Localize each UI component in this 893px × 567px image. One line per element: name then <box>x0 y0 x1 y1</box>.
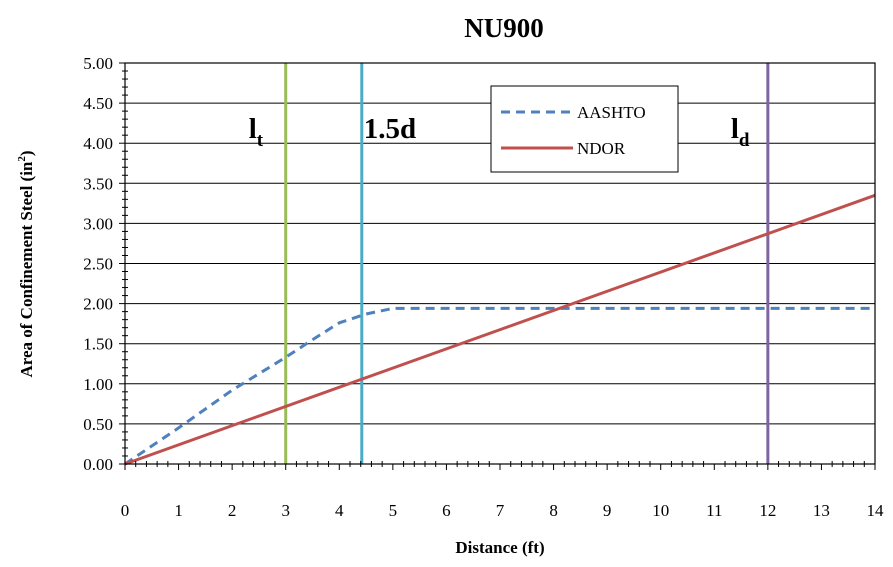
vertical-markers: lt 1.5d ld <box>249 63 770 464</box>
x-tick-label: 5 <box>389 501 398 520</box>
legend-label-aashto: AASHTO <box>577 103 646 122</box>
y-tick-label: 4.50 <box>83 94 113 113</box>
series-lines <box>124 193 876 466</box>
x-tick-label: 2 <box>228 501 237 520</box>
y-axis-title: Area of Confinement Steel (in2) <box>16 150 36 377</box>
y-tick-label: 0.50 <box>83 415 113 434</box>
chart-title: NU900 <box>464 13 544 43</box>
marker-label-main: l <box>249 113 257 145</box>
y-tick-label: 4.00 <box>83 134 113 153</box>
y-axis-title-sup: 2 <box>16 156 28 162</box>
legend-label-ndor: NDOR <box>577 139 626 158</box>
y-tick-label: 1.50 <box>83 335 113 354</box>
series-line-aashto <box>124 306 875 466</box>
x-tick-label: 11 <box>706 501 722 520</box>
y-axis-title-main: Area of Confinement Steel (in <box>17 161 36 377</box>
x-tick-label: 14 <box>867 501 885 520</box>
y-tick-label: 1.00 <box>83 375 113 394</box>
axis-ticks: 0.00 0.50 1.00 1.50 2.00 2.50 3.00 3.50 4.00 4.50… <box>83 54 884 520</box>
x-tick-label: 13 <box>813 501 830 520</box>
y-axis-title-end: ) <box>17 150 36 156</box>
y-tick-label: 3.50 <box>83 174 113 193</box>
x-tick-label: 12 <box>759 501 776 520</box>
y-tick-label: 5.00 <box>83 54 113 73</box>
x-tick-label: 9 <box>603 501 612 520</box>
legend: AASHTO NDOR <box>490 85 679 173</box>
y-tick-label: 2.00 <box>83 295 113 314</box>
marker-label-subscript: t <box>257 130 264 151</box>
x-tick-label: 8 <box>549 501 558 520</box>
marker-label-main: l <box>731 113 739 145</box>
y-tick-label: 3.00 <box>83 214 113 233</box>
x-tick-label: 1 <box>174 501 183 520</box>
x-tick-label: 4 <box>335 501 344 520</box>
vertical-marker-label: lt <box>249 113 264 151</box>
x-tick-label: 0 <box>121 501 130 520</box>
x-tick-label: 6 <box>442 501 451 520</box>
y-tick-label: 0.00 <box>83 455 113 474</box>
y-tick-label: 2.50 <box>83 255 113 274</box>
legend-box <box>490 85 679 173</box>
vertical-marker-label: ld <box>731 113 750 151</box>
series-line-ndor <box>124 193 876 466</box>
x-tick-label: 3 <box>281 501 290 520</box>
marker-label-subscript: d <box>739 130 750 151</box>
x-tick-label: 10 <box>652 501 669 520</box>
x-axis-title: Distance (ft) <box>455 538 544 557</box>
marker-label-main: 1.5d <box>364 113 416 145</box>
vertical-marker-label: 1.5d <box>364 113 416 145</box>
x-tick-label: 7 <box>496 501 505 520</box>
